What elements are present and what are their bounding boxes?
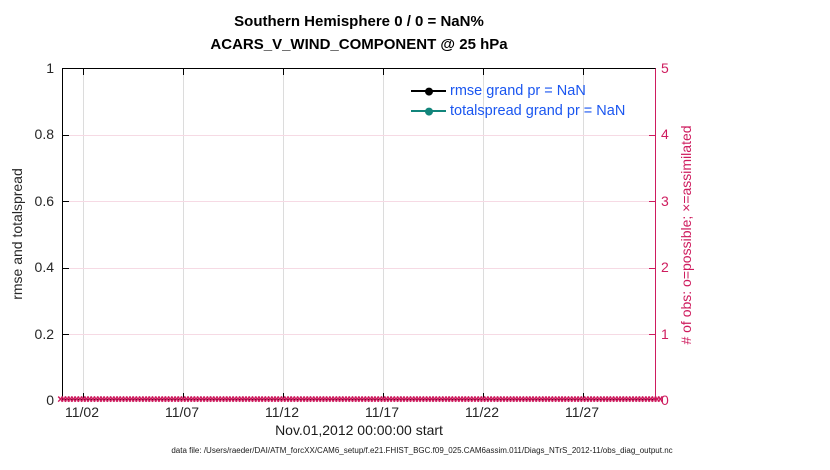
xtick-label: 11/07 xyxy=(165,404,199,420)
gridline-vertical xyxy=(482,69,484,399)
gridline-vertical xyxy=(582,69,584,399)
axis-tick xyxy=(182,393,184,399)
axis-tick xyxy=(63,267,69,269)
right-ytick-label: 1 xyxy=(661,325,669,342)
axis-tick xyxy=(382,69,384,75)
legend-label-totalspread: totalspread grand pr = NaN xyxy=(450,103,626,119)
plot-area: rmse grand pr = NaN totalspread grand pr… xyxy=(57,68,663,405)
right-ytick-label: 5 xyxy=(661,60,669,76)
xtick-label: 11/12 xyxy=(265,404,299,420)
gridline-vertical xyxy=(182,69,184,399)
left-ytick-label: 0.6 xyxy=(34,192,54,209)
axis-tick-right xyxy=(649,267,655,269)
right-ytick-label: 4 xyxy=(661,126,669,143)
axis-tick xyxy=(63,201,69,203)
axis-tick xyxy=(63,334,69,336)
axis-tick-right xyxy=(649,135,655,136)
left-ytick-label: 0 xyxy=(46,392,54,408)
data-file-path: data file: /Users/raeder/DAI/ATM_forcXX/… xyxy=(171,446,673,455)
right-ytick-label: 0 xyxy=(661,392,669,408)
axis-tick xyxy=(382,393,384,399)
gridline-horizontal xyxy=(63,334,655,336)
left-ytick-label: 0.4 xyxy=(34,259,54,276)
axis-tick xyxy=(582,69,584,75)
gridline-horizontal xyxy=(63,267,655,269)
xtick-label: 11/02 xyxy=(65,404,99,420)
left-ytick-label: 0.2 xyxy=(34,325,54,342)
axis-tick xyxy=(482,69,484,75)
axis-tick xyxy=(82,393,84,399)
legend-row-rmse: rmse grand pr = NaN xyxy=(411,81,625,101)
right-axis-label: # of obs: o=possible; ×=assimilated xyxy=(678,125,694,345)
rmse-line-marker-icon xyxy=(411,87,446,96)
totalspread-line-marker-icon xyxy=(411,107,446,116)
chart-title-line1: Southern Hemisphere 0 / 0 = NaN% xyxy=(234,13,484,30)
axis-tick-right xyxy=(649,201,655,203)
right-ytick-label: 2 xyxy=(661,259,669,276)
axis-tick xyxy=(282,69,284,75)
assimilated-markers-band: ××××××××××××××××××××××××××××××××××××××××… xyxy=(57,393,663,405)
legend-label-rmse: rmse grand pr = NaN xyxy=(450,83,586,99)
right-ytick-label: 3 xyxy=(661,192,669,209)
gridline-horizontal xyxy=(63,201,655,203)
axis-tick xyxy=(282,393,284,399)
xtick-label: 11/22 xyxy=(465,404,499,420)
legend: rmse grand pr = NaN totalspread grand pr… xyxy=(411,81,625,121)
gridline-vertical xyxy=(382,69,384,399)
gridline-horizontal xyxy=(63,135,655,136)
left-axis-label: rmse and totalspread xyxy=(9,168,25,300)
x-axis-label: Nov.01,2012 00:00:00 start xyxy=(275,422,443,438)
xtick-label: 11/27 xyxy=(565,404,599,420)
legend-row-totalspread: totalspread grand pr = NaN xyxy=(411,101,625,121)
axis-tick xyxy=(82,69,84,75)
xtick-label: 11/17 xyxy=(365,404,399,420)
axis-tick xyxy=(63,135,69,136)
left-ytick-label: 0.8 xyxy=(34,126,54,143)
chart-title-line2: ACARS_V_WIND_COMPONENT @ 25 hPa xyxy=(210,36,508,53)
left-ytick-label: 1 xyxy=(46,60,54,76)
gridline-vertical xyxy=(282,69,284,399)
gridline-vertical xyxy=(82,69,84,399)
axis-tick xyxy=(482,393,484,399)
axis-tick xyxy=(182,69,184,75)
axis-tick xyxy=(582,393,584,399)
axis-tick-right xyxy=(649,334,655,336)
